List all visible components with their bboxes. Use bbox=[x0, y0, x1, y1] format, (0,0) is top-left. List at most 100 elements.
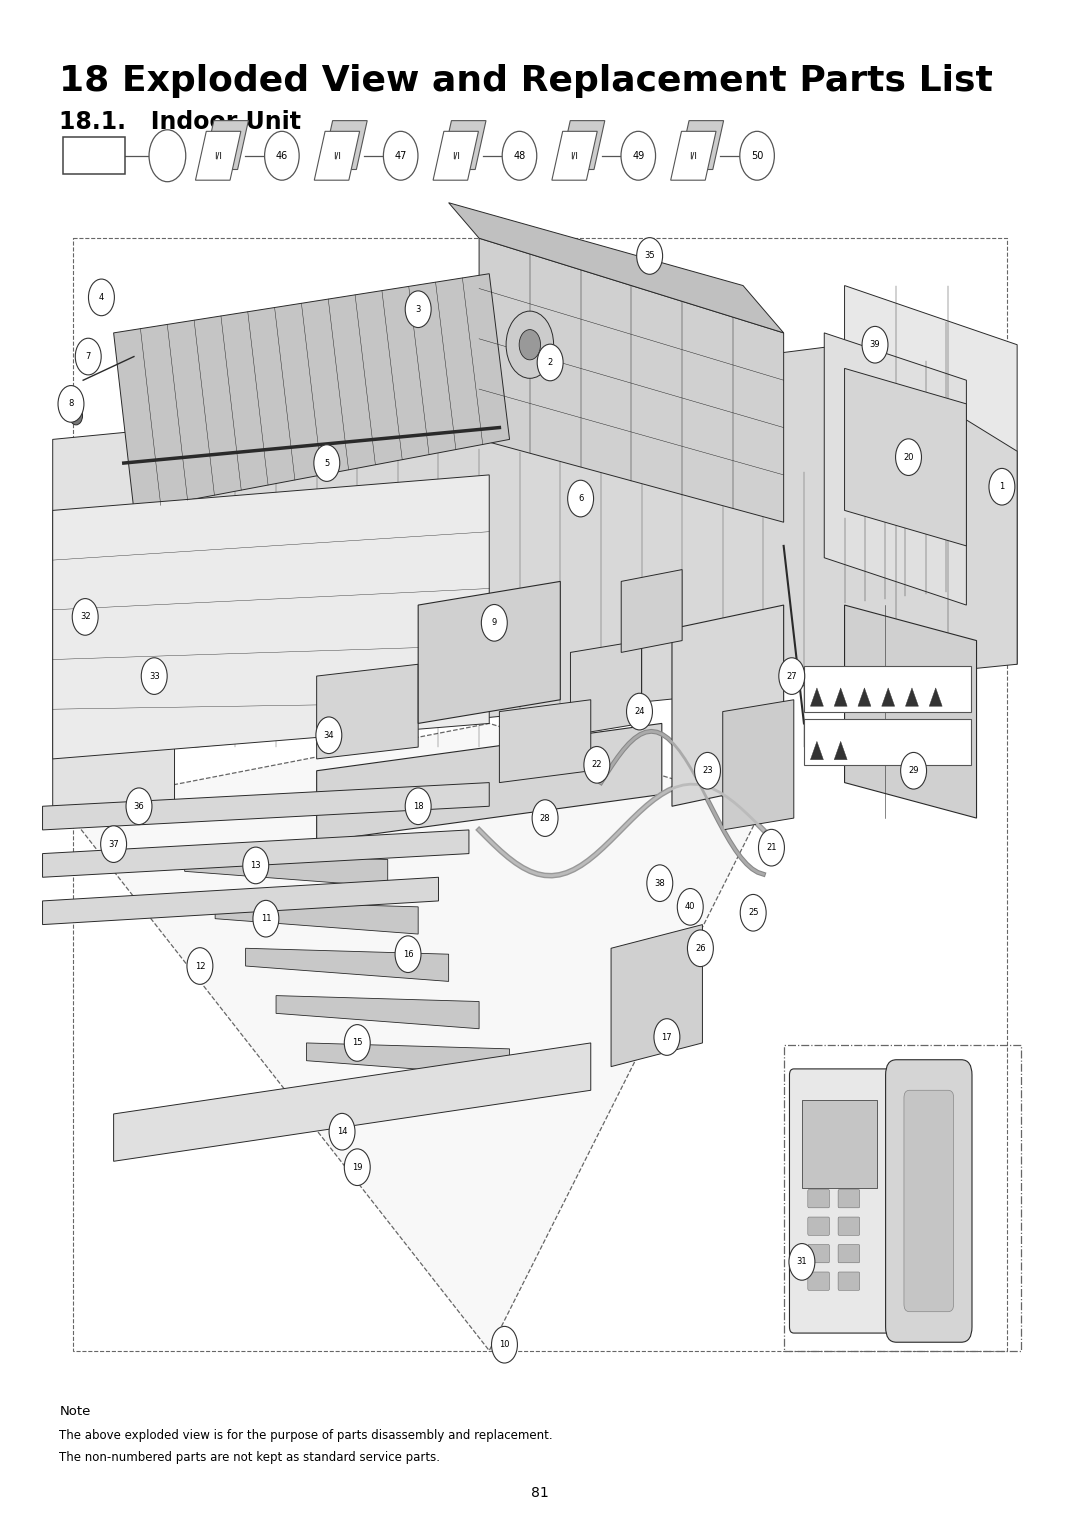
Text: 1: 1 bbox=[999, 483, 1004, 492]
Circle shape bbox=[329, 1113, 355, 1150]
Polygon shape bbox=[53, 475, 489, 759]
Text: 12: 12 bbox=[194, 962, 205, 971]
Polygon shape bbox=[316, 724, 662, 841]
Text: 33: 33 bbox=[149, 672, 160, 681]
Text: 50: 50 bbox=[751, 151, 764, 160]
Text: The above exploded view is for the purpose of parts disassembly and replacement.: The above exploded view is for the purpo… bbox=[59, 1429, 553, 1443]
Text: 81: 81 bbox=[531, 1486, 549, 1500]
Circle shape bbox=[895, 438, 921, 475]
Text: 35: 35 bbox=[645, 252, 654, 261]
Polygon shape bbox=[858, 687, 870, 705]
Circle shape bbox=[141, 658, 167, 695]
Polygon shape bbox=[672, 605, 784, 806]
Polygon shape bbox=[215, 901, 418, 935]
Polygon shape bbox=[448, 203, 784, 333]
Polygon shape bbox=[433, 131, 478, 180]
FancyBboxPatch shape bbox=[808, 1217, 829, 1235]
Text: 11: 11 bbox=[260, 915, 271, 924]
FancyBboxPatch shape bbox=[904, 1090, 954, 1312]
Text: 5: 5 bbox=[324, 458, 329, 467]
Text: 36: 36 bbox=[134, 802, 145, 811]
Text: 28: 28 bbox=[540, 814, 551, 823]
Circle shape bbox=[758, 829, 784, 866]
Polygon shape bbox=[611, 924, 702, 1066]
Polygon shape bbox=[418, 582, 561, 724]
Polygon shape bbox=[322, 121, 367, 169]
Text: 15: 15 bbox=[352, 1038, 363, 1048]
Circle shape bbox=[694, 753, 720, 789]
Polygon shape bbox=[42, 876, 438, 924]
FancyBboxPatch shape bbox=[838, 1217, 860, 1235]
Text: I/I: I/I bbox=[689, 151, 698, 160]
Text: The non-numbered parts are not kept as standard service parts.: The non-numbered parts are not kept as s… bbox=[59, 1451, 441, 1464]
Circle shape bbox=[519, 330, 540, 360]
Polygon shape bbox=[307, 1043, 510, 1077]
Polygon shape bbox=[929, 687, 942, 705]
Polygon shape bbox=[113, 273, 510, 510]
Polygon shape bbox=[671, 131, 716, 180]
Polygon shape bbox=[845, 286, 1017, 664]
Polygon shape bbox=[810, 742, 823, 760]
Circle shape bbox=[187, 948, 213, 985]
Text: 46: 46 bbox=[275, 151, 288, 160]
Text: 8: 8 bbox=[68, 400, 73, 408]
Text: 10: 10 bbox=[499, 1341, 510, 1350]
Text: 31: 31 bbox=[797, 1257, 807, 1266]
Polygon shape bbox=[441, 121, 486, 169]
FancyBboxPatch shape bbox=[838, 1190, 860, 1208]
FancyBboxPatch shape bbox=[838, 1272, 860, 1290]
Text: I/I: I/I bbox=[333, 151, 341, 160]
Text: I/I: I/I bbox=[570, 151, 579, 160]
Text: 34: 34 bbox=[324, 731, 334, 739]
FancyBboxPatch shape bbox=[63, 137, 125, 174]
Polygon shape bbox=[276, 996, 480, 1029]
Polygon shape bbox=[845, 605, 976, 818]
Text: 9: 9 bbox=[491, 618, 497, 628]
Text: Note: Note bbox=[59, 1405, 91, 1419]
Polygon shape bbox=[559, 121, 605, 169]
Circle shape bbox=[621, 131, 656, 180]
Text: 4: 4 bbox=[98, 293, 104, 302]
Polygon shape bbox=[499, 699, 591, 782]
Circle shape bbox=[502, 131, 537, 180]
FancyBboxPatch shape bbox=[789, 1069, 890, 1333]
Text: 19: 19 bbox=[352, 1162, 363, 1171]
Text: 18 Exploded View and Replacement Parts List: 18 Exploded View and Replacement Parts L… bbox=[59, 64, 994, 98]
Text: I/I: I/I bbox=[214, 151, 222, 160]
Polygon shape bbox=[316, 664, 418, 759]
Text: O/I: O/I bbox=[86, 151, 102, 160]
Circle shape bbox=[405, 788, 431, 825]
Circle shape bbox=[69, 406, 82, 425]
Circle shape bbox=[584, 747, 610, 783]
Circle shape bbox=[89, 279, 114, 316]
Text: 45: 45 bbox=[161, 151, 174, 160]
Polygon shape bbox=[185, 854, 388, 887]
Polygon shape bbox=[53, 428, 175, 818]
Circle shape bbox=[265, 131, 299, 180]
Polygon shape bbox=[314, 131, 360, 180]
Circle shape bbox=[740, 895, 766, 931]
Polygon shape bbox=[810, 687, 823, 705]
Circle shape bbox=[383, 131, 418, 180]
Circle shape bbox=[58, 386, 84, 423]
Text: 29: 29 bbox=[908, 767, 919, 776]
Circle shape bbox=[491, 1327, 517, 1364]
Circle shape bbox=[507, 312, 554, 379]
Polygon shape bbox=[42, 831, 469, 876]
Text: 18.1.   Indoor Unit: 18.1. Indoor Unit bbox=[59, 110, 301, 134]
FancyBboxPatch shape bbox=[838, 1245, 860, 1263]
Polygon shape bbox=[570, 641, 642, 734]
Polygon shape bbox=[203, 121, 248, 169]
Text: 39: 39 bbox=[869, 341, 880, 350]
FancyBboxPatch shape bbox=[808, 1245, 829, 1263]
Polygon shape bbox=[621, 570, 683, 652]
Text: 49: 49 bbox=[632, 151, 645, 160]
Text: 26: 26 bbox=[696, 944, 705, 953]
Text: 16: 16 bbox=[403, 950, 414, 959]
Circle shape bbox=[405, 290, 431, 328]
Circle shape bbox=[395, 936, 421, 973]
Text: 27: 27 bbox=[786, 672, 797, 681]
Polygon shape bbox=[845, 368, 967, 547]
Text: 7: 7 bbox=[85, 353, 91, 360]
Text: 32: 32 bbox=[80, 612, 91, 621]
